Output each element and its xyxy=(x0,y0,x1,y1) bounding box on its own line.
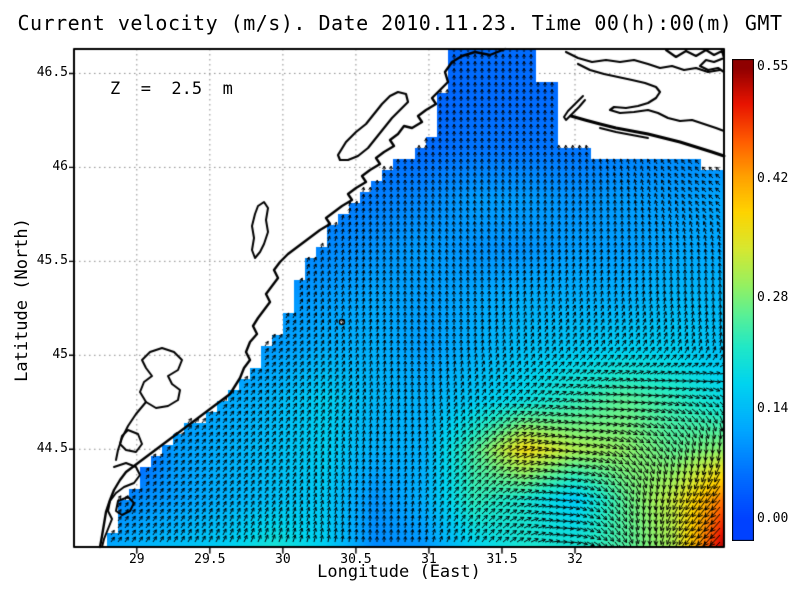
depth-annotation: Z = 2.5 m xyxy=(110,79,233,99)
x-axis-label: Longitude (East) xyxy=(317,562,481,582)
x-tick-label: 31 xyxy=(421,552,437,567)
x-tick-label: 29 xyxy=(128,552,145,567)
y-tick-label: 45 xyxy=(52,347,68,363)
y-tick-label: 45.5 xyxy=(36,253,68,269)
y-tick-label: 46.5 xyxy=(36,65,68,81)
x-tick-label: 31.5 xyxy=(486,552,518,567)
colorbar xyxy=(732,59,754,541)
colorbar-tick-label: 0.14 xyxy=(757,400,789,416)
colorbar-tick-label: 0.28 xyxy=(757,290,789,306)
x-tick-label: 30 xyxy=(275,552,291,567)
x-tick-label: 29.5 xyxy=(194,552,226,567)
map-canvas xyxy=(69,44,729,554)
x-tick-label: 30.5 xyxy=(340,552,372,567)
colorbar-tick-label: 0.55 xyxy=(757,59,789,75)
colorbar-tick-label: 0.00 xyxy=(757,510,789,526)
x-tick-label: 32 xyxy=(567,552,583,567)
chart-title: Current velocity (m/s). Date 2010.11.23.… xyxy=(17,11,783,35)
colorbar-tick-label: 0.42 xyxy=(757,171,789,187)
y-tick-label: 46 xyxy=(52,159,68,175)
y-tick-label: 44.5 xyxy=(36,441,68,457)
